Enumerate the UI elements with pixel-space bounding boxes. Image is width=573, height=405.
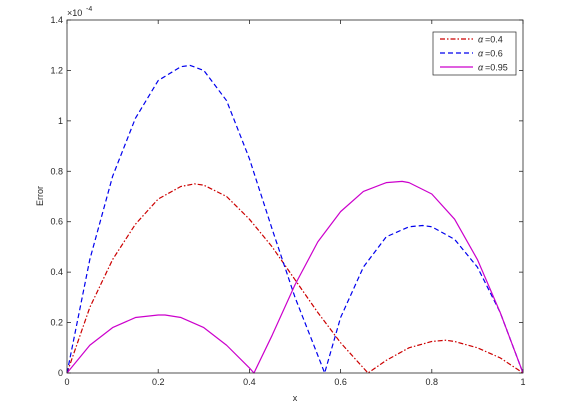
y-tick-label: 1.2 [50,65,63,75]
legend-label-alpha-0.4: =0.4 [485,35,503,45]
y-exponent-base: ×10 [67,8,82,18]
y-tick-label: 0 [58,368,63,378]
y-axis-label: Error [35,186,45,206]
y-tick-label: 1.4 [50,15,63,25]
x-tick-label: 0.6 [334,377,347,387]
y-tick-label: 0.2 [50,318,63,328]
series-line-2 [66,180,524,374]
y-tick-label: 1 [58,116,63,126]
legend-box [432,31,517,76]
legend-label-alpha-0.6: =0.6 [485,49,503,59]
x-tick-label: 0.2 [152,377,165,387]
series-line-1 [66,64,524,374]
series-line-0 [66,183,524,374]
plot-area [67,20,523,373]
legend: α =0.4 α =0.6 α =0.95 [432,31,517,76]
legend-label-alpha-0.95: =0.95 [485,63,508,73]
y-tick-label: 0.4 [50,267,63,277]
axis-ticks: 0 0.2 0.4 0.6 0.8 1 0 0.2 0.4 0.6 0.8 1 1.2 1.4 [50,15,525,387]
x-tick-label: 0.4 [243,377,256,387]
y-tick-label: 0.6 [50,217,63,227]
y-tick-label: 0.8 [50,166,63,176]
legend-symbol-alpha-0.95: α [478,63,484,73]
x-tick-label: 0 [64,377,69,387]
x-tick-label: 0.8 [426,377,439,387]
plot-frame [66,19,524,374]
series-lines [66,64,524,374]
legend-symbol-alpha-0.4: α [478,35,484,45]
x-tick-label: 1 [520,377,525,387]
legend-symbol-alpha-0.6: α [478,49,484,59]
x-axis-label: x [293,393,298,403]
y-exponent-power: -4 [86,6,92,13]
